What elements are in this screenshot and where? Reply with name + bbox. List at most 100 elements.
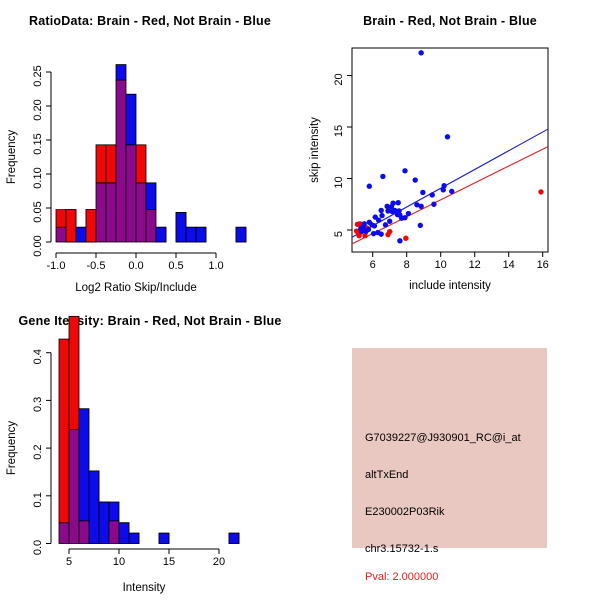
blue-scatter-point (429, 192, 435, 198)
histogram-bar (195, 226, 207, 243)
blue-regression-line (351, 128, 549, 238)
blue-scatter-point (431, 201, 437, 207)
blue-scatter-point (420, 189, 426, 196)
ratio-y-axis-label: Frequency (6, 130, 18, 185)
histogram-bar (128, 532, 140, 544)
y-tick-label: 0.0 (32, 540, 44, 555)
red-scatter-point (387, 228, 393, 235)
ratio-histogram-title: RatioData: Brain - Red, Not Brain - Blue (28, 14, 272, 28)
x-tick-label: 10 (113, 556, 125, 568)
histogram-bar (95, 182, 107, 243)
blue-scatter-point (440, 187, 446, 193)
gene-histogram-svg: Intensity Frequency 5 10 15 20 0.0 0.1 0.2 0.3 0… (6, 315, 240, 594)
blue-scatter-point (449, 188, 455, 195)
pval-text: Pval: 2.000000 (365, 571, 439, 583)
x-tick-label: 5 (66, 556, 72, 568)
y-tick-label: 0.3 (32, 397, 44, 412)
y-tick-label: 10 (333, 176, 345, 188)
blue-scatter-point (361, 221, 367, 227)
blue-scatter-point (418, 50, 424, 56)
x-tick-label: 8 (404, 259, 410, 271)
histogram-bar (145, 182, 157, 211)
blue-scatter-point (370, 230, 377, 237)
histogram-bar (155, 226, 167, 243)
histogram-bar (125, 144, 137, 243)
y-tick-label: 0.05 (32, 201, 44, 222)
histogram-bar (68, 315, 80, 430)
x-tick-label: 0.5 (168, 260, 183, 272)
y-tick-label: 0.20 (32, 99, 44, 120)
blue-scatter-point (441, 183, 447, 189)
blue-scatter-point (388, 204, 395, 210)
blue-scatter-point (418, 203, 424, 210)
histogram-bar (105, 144, 117, 184)
panel-intensity-scatter: Brain - Red, Not Brain - Blue include in… (300, 0, 600, 300)
blue-scatter-point (380, 173, 386, 180)
red-scatter-point (362, 232, 368, 239)
ratio-x-axis-label: Log2 Ratio Skip/Include (75, 282, 196, 294)
blue-scatter-point (366, 183, 372, 189)
histogram-bar (108, 520, 120, 544)
blue-scatter-point (378, 231, 384, 237)
red-scatter-point (538, 189, 544, 195)
event-type-text: altTxEnd (365, 469, 409, 481)
blue-scatter-point (358, 228, 365, 234)
y-tick-label: 15 (333, 125, 345, 137)
histogram-bar (78, 408, 90, 522)
blue-scatter-point (387, 218, 393, 224)
red-regression-line (351, 146, 549, 245)
ratio-histogram-svg: Log2 Ratio Skip/Include Frequency -1.0 -0… (6, 64, 247, 294)
scatter-y-axis-label: skip intensity (309, 117, 321, 183)
blue-scatter-point (385, 208, 391, 214)
y-tick-label: 0.2 (32, 444, 44, 459)
blue-scatter-point (412, 177, 418, 183)
locus-text: chr3.15732-1.s (365, 543, 439, 555)
y-tick-label: 0.15 (32, 133, 44, 154)
histogram-bar (58, 522, 70, 544)
histogram-bar (108, 501, 120, 522)
histogram-bar (105, 182, 117, 243)
histogram-bar (58, 338, 70, 524)
gene-y-axis-label: Frequency (6, 421, 18, 476)
histogram-bar (78, 520, 90, 544)
x-tick-label: 14 (503, 259, 515, 271)
probe-id-text: G7039227@J930901_RC@i_at (365, 432, 521, 444)
blue-scatter-point (405, 210, 412, 217)
histogram-bar (235, 226, 247, 243)
histogram-bar (98, 501, 110, 544)
histogram-bar (75, 226, 87, 243)
scatter-x-axis-label: include intensity (409, 280, 491, 292)
x-tick-label: 6 (370, 259, 376, 271)
histogram-bar (135, 144, 147, 184)
x-tick-label: 16 (537, 259, 549, 271)
blue-scatter-point (395, 200, 401, 206)
x-tick-label: 0.0 (128, 260, 143, 272)
histogram-bar (95, 144, 107, 184)
x-tick-label: 10 (435, 259, 447, 271)
scatter-svg: include intensity skip intensity 6 8 10 12 1… (309, 47, 549, 292)
panel-gene-intensity-histogram: Gene Itensity: Brain - Red, Not Brain - … (0, 300, 300, 600)
gene-x-axis-label: Intensity (123, 582, 166, 594)
panel-ratio-histogram: RatioData: Brain - Red, Not Brain - Blue… (0, 0, 300, 300)
histogram-bar (65, 209, 77, 243)
y-tick-label: 5 (333, 231, 345, 237)
x-tick-label: 20 (213, 556, 225, 568)
blue-scatter-point (417, 222, 423, 229)
blue-scatter-point (382, 222, 389, 228)
blue-scatter-point (365, 226, 372, 233)
histogram-bar (145, 209, 157, 243)
histogram-bar (135, 182, 147, 243)
x-tick-label: -0.5 (87, 260, 106, 272)
y-tick-label: 20 (333, 73, 345, 85)
histogram-bar (185, 226, 197, 243)
histogram-bar (158, 532, 170, 544)
gene-info-box: G7039227@J930901_RC@i_at altTxEnd E23000… (352, 348, 547, 583)
blue-scatter-point (444, 134, 451, 140)
histogram-bar (88, 470, 100, 544)
panel-gene-info: G7039227@J930901_RC@i_at altTxEnd E23000… (300, 300, 600, 600)
y-tick-label: 0.25 (32, 65, 44, 86)
blue-scatter-point (414, 202, 420, 208)
blue-scatter-point (378, 207, 384, 214)
histogram-bar (115, 79, 127, 243)
blue-scatter-point (371, 223, 378, 229)
